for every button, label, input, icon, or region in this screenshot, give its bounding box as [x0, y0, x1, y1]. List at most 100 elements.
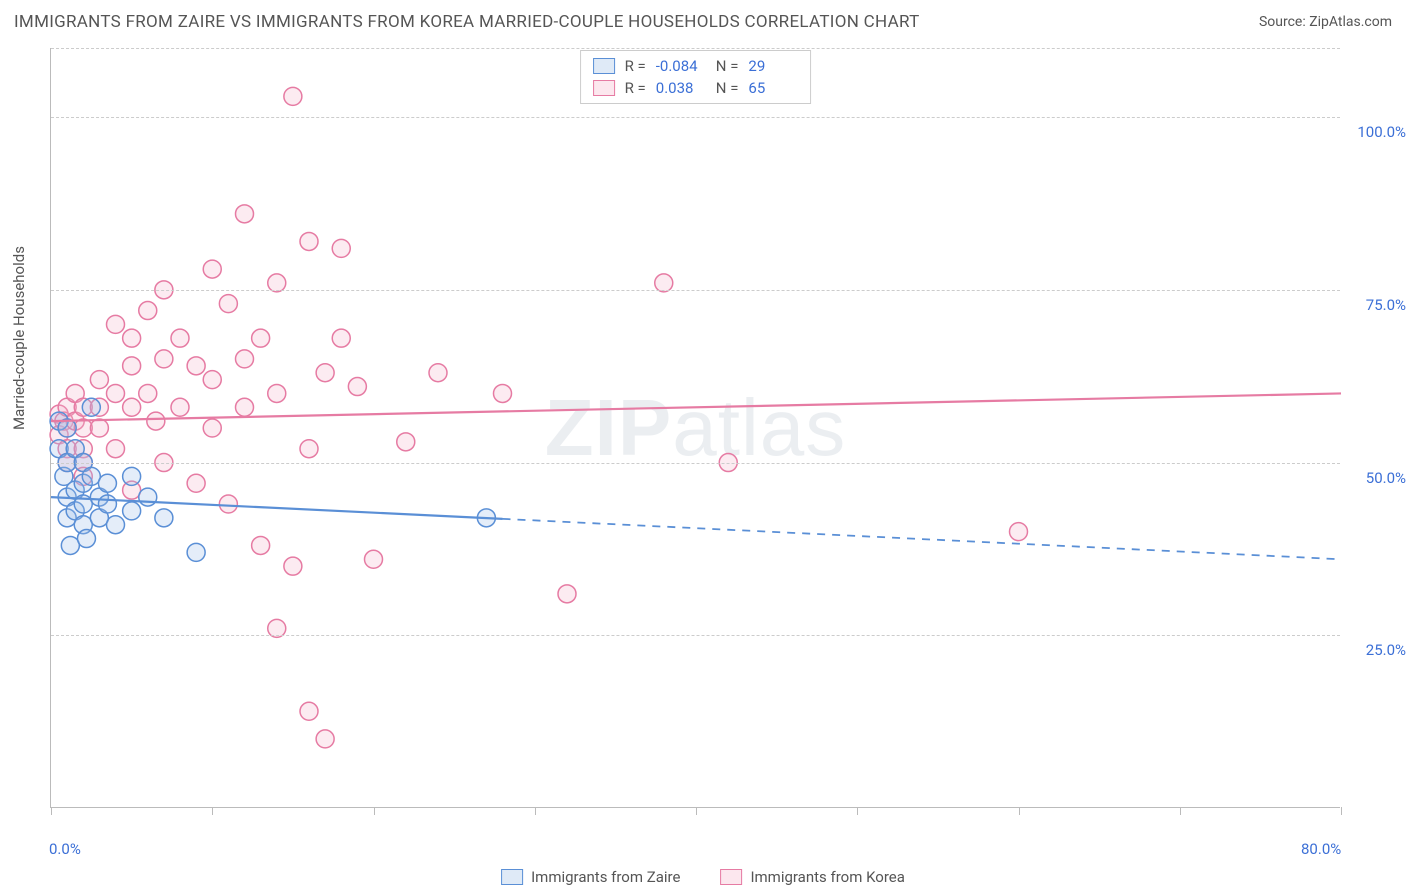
y-tick-label: 50.0% [1366, 469, 1406, 487]
legend-row-zaire: R =-0.084N =29 [593, 55, 799, 77]
data-point-korea [139, 384, 157, 402]
data-point-korea [107, 440, 125, 458]
x-tick [374, 807, 375, 815]
data-point-korea [365, 550, 383, 568]
data-point-korea [236, 205, 254, 223]
data-point-korea [397, 433, 415, 451]
stat-r-value: -0.084 [656, 57, 706, 75]
data-point-zaire [123, 467, 141, 485]
legend-label: Immigrants from Korea [750, 868, 904, 886]
legend-swatch [720, 869, 742, 885]
legend-row-korea: R =0.038N =65 [593, 77, 799, 99]
stat-n-label: N = [716, 79, 739, 97]
data-point-korea [332, 329, 350, 347]
data-point-zaire [82, 398, 100, 416]
x-tick [696, 807, 697, 815]
data-point-korea [74, 419, 92, 437]
gridline [51, 635, 1340, 636]
data-point-korea [284, 87, 302, 105]
data-point-korea [300, 440, 318, 458]
data-point-korea [123, 398, 141, 416]
scatter-svg [51, 48, 1340, 807]
data-point-korea [316, 730, 334, 748]
y-axis-label: Married-couple Households [10, 246, 28, 430]
data-point-zaire [187, 543, 205, 561]
plot-area: ZIPatlas R =-0.084N =29R =0.038N =65 25.… [50, 48, 1340, 808]
data-point-zaire [123, 502, 141, 520]
stat-n-value: 29 [748, 57, 798, 75]
data-point-korea [429, 364, 447, 382]
data-point-korea [348, 378, 366, 396]
x-tick-label: 80.0% [1301, 840, 1341, 858]
x-tick [212, 807, 213, 815]
data-point-korea [171, 398, 189, 416]
legend-swatch [593, 80, 615, 96]
data-point-korea [147, 412, 165, 430]
stat-n-value: 65 [748, 79, 798, 97]
data-point-korea [203, 419, 221, 437]
x-tick [1019, 807, 1020, 815]
data-point-zaire [139, 488, 157, 506]
data-point-korea [187, 474, 205, 492]
legend-swatch [501, 869, 523, 885]
gridline [51, 463, 1340, 464]
trendline-dashed-zaire [503, 519, 1342, 559]
data-point-korea [123, 357, 141, 375]
legend-swatch [593, 58, 615, 74]
legend-item-korea: Immigrants from Korea [720, 868, 904, 886]
data-point-zaire [98, 474, 116, 492]
legend-correlation-box: R =-0.084N =29R =0.038N =65 [580, 50, 812, 104]
data-point-zaire [98, 495, 116, 513]
data-point-korea [300, 702, 318, 720]
data-point-korea [236, 350, 254, 368]
data-point-korea [139, 302, 157, 320]
legend-bottom: Immigrants from Zaire Immigrants from Kor… [501, 868, 905, 886]
data-point-korea [252, 536, 270, 554]
stat-r-label: R = [625, 57, 646, 75]
data-point-korea [203, 260, 221, 278]
x-tick [1180, 807, 1181, 815]
data-point-korea [236, 398, 254, 416]
data-point-korea [123, 329, 141, 347]
gridline [51, 290, 1340, 291]
data-point-korea [107, 384, 125, 402]
y-tick-label: 25.0% [1366, 641, 1406, 659]
gridline [51, 117, 1340, 118]
data-point-korea [316, 364, 334, 382]
gridline [51, 48, 1340, 49]
x-tick [535, 807, 536, 815]
chart-title: IMMIGRANTS FROM ZAIRE VS IMMIGRANTS FROM… [14, 12, 920, 32]
y-tick-label: 100.0% [1357, 123, 1406, 141]
x-tick [51, 807, 52, 815]
data-point-zaire [77, 530, 95, 548]
x-tick-label: 0.0% [49, 840, 81, 858]
data-point-korea [90, 419, 108, 437]
data-point-korea [155, 350, 173, 368]
data-point-korea [300, 232, 318, 250]
x-tick [1341, 807, 1342, 815]
data-point-korea [219, 295, 237, 313]
data-point-korea [494, 384, 512, 402]
y-tick-label: 75.0% [1366, 296, 1406, 314]
data-point-korea [219, 495, 237, 513]
data-point-korea [90, 371, 108, 389]
data-point-korea [268, 384, 286, 402]
data-point-zaire [61, 536, 79, 554]
data-point-korea [1010, 523, 1028, 541]
data-point-korea [203, 371, 221, 389]
data-point-zaire [107, 516, 125, 534]
stat-r-label: R = [625, 79, 646, 97]
data-point-korea [252, 329, 270, 347]
legend-label: Immigrants from Zaire [531, 868, 680, 886]
x-tick [857, 807, 858, 815]
data-point-korea [332, 239, 350, 257]
source-attribution: Source: ZipAtlas.com [1259, 14, 1392, 30]
data-point-zaire [82, 467, 100, 485]
data-point-korea [558, 585, 576, 603]
data-point-korea [171, 329, 189, 347]
data-point-zaire [155, 509, 173, 527]
data-point-korea [187, 357, 205, 375]
data-point-korea [284, 557, 302, 575]
legend-item-zaire: Immigrants from Zaire [501, 868, 680, 886]
data-point-korea [107, 315, 125, 333]
